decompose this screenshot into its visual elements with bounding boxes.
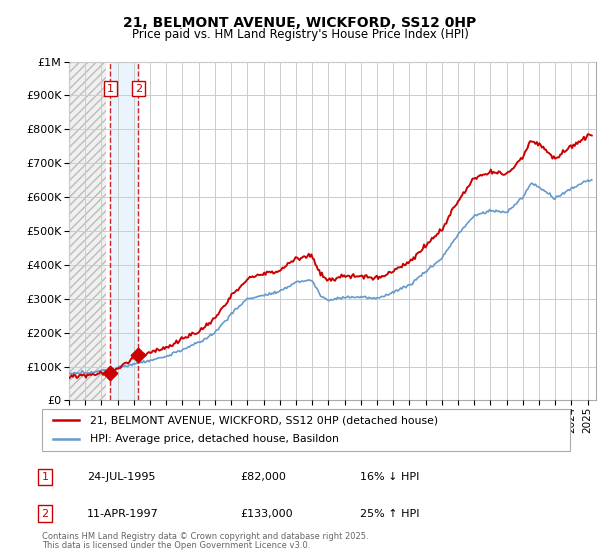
Text: 25% ↑ HPI: 25% ↑ HPI [360, 508, 419, 519]
Text: Contains HM Land Registry data © Crown copyright and database right 2025.: Contains HM Land Registry data © Crown c… [42, 532, 368, 541]
Text: 2: 2 [41, 508, 49, 519]
Text: 11-APR-1997: 11-APR-1997 [87, 508, 159, 519]
Text: £82,000: £82,000 [240, 472, 286, 482]
Text: 21, BELMONT AVENUE, WICKFORD, SS12 0HP: 21, BELMONT AVENUE, WICKFORD, SS12 0HP [124, 16, 476, 30]
Text: This data is licensed under the Open Government Licence v3.0.: This data is licensed under the Open Gov… [42, 541, 310, 550]
Text: 24-JUL-1995: 24-JUL-1995 [87, 472, 155, 482]
Text: 16% ↓ HPI: 16% ↓ HPI [360, 472, 419, 482]
Text: 1: 1 [41, 472, 49, 482]
Text: £133,000: £133,000 [240, 508, 293, 519]
FancyBboxPatch shape [42, 409, 570, 451]
Point [133, 351, 143, 360]
Text: Price paid vs. HM Land Registry's House Price Index (HPI): Price paid vs. HM Land Registry's House … [131, 28, 469, 41]
Bar [110, 62, 138, 400]
Text: 1: 1 [107, 83, 114, 94]
Text: HPI: Average price, detached house, Basildon: HPI: Average price, detached house, Basi… [89, 434, 338, 444]
Text: 21, BELMONT AVENUE, WICKFORD, SS12 0HP (detached house): 21, BELMONT AVENUE, WICKFORD, SS12 0HP (… [89, 415, 437, 425]
Point [106, 368, 115, 377]
Text: 2: 2 [134, 83, 142, 94]
